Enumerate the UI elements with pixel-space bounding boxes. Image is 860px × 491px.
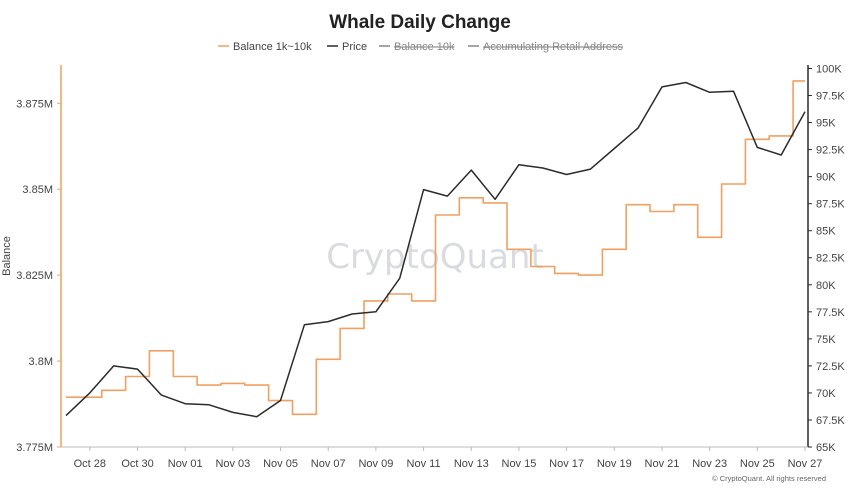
x-tick-label: Nov 25 — [740, 458, 775, 470]
x-tick-label: Nov 03 — [215, 458, 250, 470]
legend-item[interactable]: Accumulating Retail Address — [468, 41, 624, 53]
x-tick-label: Nov 19 — [597, 458, 632, 470]
right-tick-label: 90K — [816, 172, 836, 184]
x-tick-label: Oct 30 — [121, 458, 153, 470]
legend-item[interactable]: Price — [327, 41, 367, 53]
right-tick-label: 95K — [816, 118, 836, 130]
legend-label: Accumulating Retail Address — [483, 41, 624, 53]
x-tick-label: Nov 05 — [263, 458, 298, 470]
right-tick-label: 70K — [816, 388, 836, 400]
right-tick-label: 92.5K — [816, 145, 845, 157]
legend-label: Price — [342, 41, 367, 53]
x-tick-label: Nov 23 — [692, 458, 727, 470]
x-tick-label: Nov 01 — [168, 458, 203, 470]
right-tick-label: 75K — [816, 334, 836, 346]
left-tick-label: 3.775M — [16, 442, 53, 454]
legend-label: Balance 10k — [394, 41, 455, 53]
x-tick-label: Nov 15 — [502, 458, 537, 470]
right-tick-label: 87.5K — [816, 199, 845, 211]
x-tick-label: Nov 27 — [788, 458, 823, 470]
chart-title: Whale Daily Change — [329, 12, 511, 33]
left-tick-label: 3.875M — [16, 98, 53, 110]
legend-item[interactable]: Balance 1k~10k — [218, 41, 312, 53]
left-tick-label: 3.8M — [29, 356, 53, 368]
legend-item[interactable]: Balance 10k — [379, 41, 455, 53]
left-tick-label: 3.825M — [16, 270, 53, 282]
x-tick-label: Nov 13 — [454, 458, 489, 470]
plot-area — [65, 80, 806, 418]
x-tick-label: Nov 21 — [645, 458, 680, 470]
x-tick-label: Nov 09 — [358, 458, 393, 470]
right-tick-label: 65K — [816, 442, 836, 454]
x-tick-label: Nov 07 — [311, 458, 346, 470]
x-tick-label: Oct 28 — [74, 458, 106, 470]
right-tick-label: 77.5K — [816, 307, 845, 319]
right-tick-label: 82.5K — [816, 253, 845, 265]
right-tick-label: 80K — [816, 280, 836, 292]
right-tick-label: 97.5K — [816, 91, 845, 103]
axes: 3.775M 3.8M 3.825M 3.85M 3.875M 65K 67.5K 70K 72… — [16, 63, 845, 470]
right-tick-label: 100K — [816, 63, 842, 75]
x-tick-label: Nov 11 — [407, 458, 441, 470]
series-line-balance-1k-10k — [66, 80, 805, 416]
right-tick-label: 85K — [816, 226, 836, 238]
series-line-price — [65, 81, 806, 418]
right-tick-label: 72.5K — [816, 361, 845, 373]
x-tick-label: Nov 17 — [549, 458, 584, 470]
copyright-notice: © CryptoQuant. All rights reserved — [712, 474, 826, 483]
legend[interactable]: Balance 1k~10k Price Balance 10k Accumulati… — [218, 41, 624, 53]
right-tick-label: 67.5K — [816, 415, 845, 427]
left-tick-label: 3.85M — [22, 184, 53, 196]
y-axis-label: Balance — [1, 236, 13, 276]
legend-label: Balance 1k~10k — [233, 41, 312, 53]
